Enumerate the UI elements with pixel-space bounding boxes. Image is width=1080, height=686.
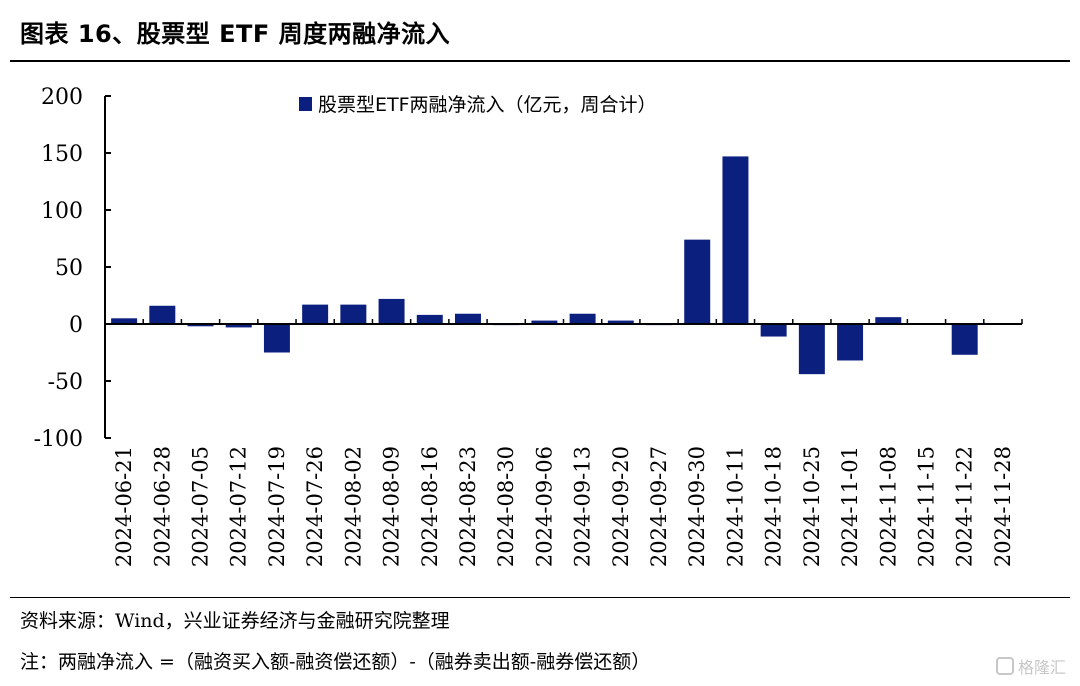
bar bbox=[416, 314, 443, 324]
bars bbox=[111, 156, 1016, 375]
legend: 股票型ETF两融净流入（亿元，周合计） bbox=[299, 94, 657, 116]
legend-swatch bbox=[299, 97, 312, 111]
x-tick-label: 2024-11-15 bbox=[914, 446, 938, 567]
bar bbox=[951, 324, 978, 355]
x-tick-label: 2024-11-01 bbox=[838, 446, 862, 567]
bar bbox=[760, 324, 787, 337]
bar bbox=[454, 313, 481, 324]
footer-rule bbox=[10, 597, 1070, 598]
x-tick-label: 2024-06-21 bbox=[112, 446, 136, 567]
bar bbox=[531, 320, 558, 324]
x-tick-label: 2024-09-06 bbox=[532, 446, 556, 567]
y-tick-label: 150 bbox=[41, 142, 83, 167]
bar bbox=[684, 239, 711, 324]
source-note: 资料来源：Wind，兴业证券经济与金融研究院整理 bbox=[20, 610, 450, 632]
y-axis: 200 150 100 50 0 -50 -100 bbox=[34, 85, 111, 452]
bar bbox=[569, 313, 596, 324]
legend-label: 股票型ETF两融净流入（亿元，周合计） bbox=[318, 94, 657, 116]
top-rule bbox=[10, 60, 1070, 62]
x-tick-label: 2024-11-22 bbox=[953, 446, 977, 567]
bar bbox=[378, 298, 405, 324]
y-tick-label: 0 bbox=[69, 313, 83, 338]
bar bbox=[111, 318, 138, 324]
bar-chart: 股票型ETF两融净流入（亿元，周合计） 200150100500-50-100 … bbox=[34, 85, 1023, 567]
bar bbox=[263, 324, 290, 353]
bar bbox=[798, 324, 825, 375]
x-tick-label: 2024-07-12 bbox=[227, 446, 251, 567]
x-axis: 2024-06-21 2024-06-28 2024-07-05 2024-07-12… bbox=[104, 319, 1023, 567]
x-tick-label: 2024-08-23 bbox=[456, 446, 480, 567]
x-tick-label: 2024-08-09 bbox=[380, 446, 404, 567]
x-tick-label: 2024-07-05 bbox=[189, 446, 213, 567]
y-tick-label: 100 bbox=[41, 199, 83, 224]
bar bbox=[187, 324, 214, 327]
x-tick-label: 2024-09-30 bbox=[685, 446, 709, 567]
x-tick-label: 2024-08-02 bbox=[341, 446, 365, 567]
x-tick-label: 2024-09-20 bbox=[609, 446, 633, 567]
x-tick-label: 2024-11-28 bbox=[991, 446, 1015, 567]
watermark-logo-icon bbox=[995, 657, 1014, 675]
bar bbox=[340, 304, 367, 324]
bar bbox=[875, 317, 902, 324]
watermark-text: 格隆汇 bbox=[1017, 658, 1066, 677]
x-tick-label: 2024-10-18 bbox=[762, 446, 786, 567]
x-tick-label: 2024-06-28 bbox=[150, 446, 174, 567]
chart-title: 图表 16、股票型 ETF 周度两融净流入 bbox=[20, 20, 451, 48]
bar bbox=[607, 320, 634, 324]
x-tick-label: 2024-08-30 bbox=[494, 446, 518, 567]
x-tick-label: 2024-11-08 bbox=[876, 446, 900, 567]
x-tick-label: 2024-07-26 bbox=[303, 446, 327, 567]
x-tick-label: 2024-07-19 bbox=[265, 446, 289, 567]
bar bbox=[722, 156, 749, 324]
y-tick-label: -50 bbox=[48, 370, 83, 395]
y-tick-label: 200 bbox=[41, 85, 83, 110]
bar bbox=[302, 304, 329, 324]
y-tick-label: -100 bbox=[34, 427, 83, 452]
bar bbox=[225, 324, 252, 328]
watermark: 格隆汇 bbox=[995, 654, 1066, 678]
bar bbox=[837, 324, 864, 361]
y-tick-label: 50 bbox=[55, 256, 83, 281]
x-tick-label: 2024-08-16 bbox=[418, 446, 442, 567]
x-tick-label: 2024-10-25 bbox=[800, 446, 824, 567]
x-tick-label: 2024-10-11 bbox=[723, 446, 747, 567]
bar bbox=[149, 305, 176, 324]
x-tick-label: 2024-09-13 bbox=[571, 446, 595, 567]
formula-note: 注：两融净流入 =（融资买入额-融资偿还额）-（融券卖出额-融券偿还额） bbox=[20, 651, 651, 673]
x-tick-label: 2024-09-27 bbox=[647, 446, 671, 567]
